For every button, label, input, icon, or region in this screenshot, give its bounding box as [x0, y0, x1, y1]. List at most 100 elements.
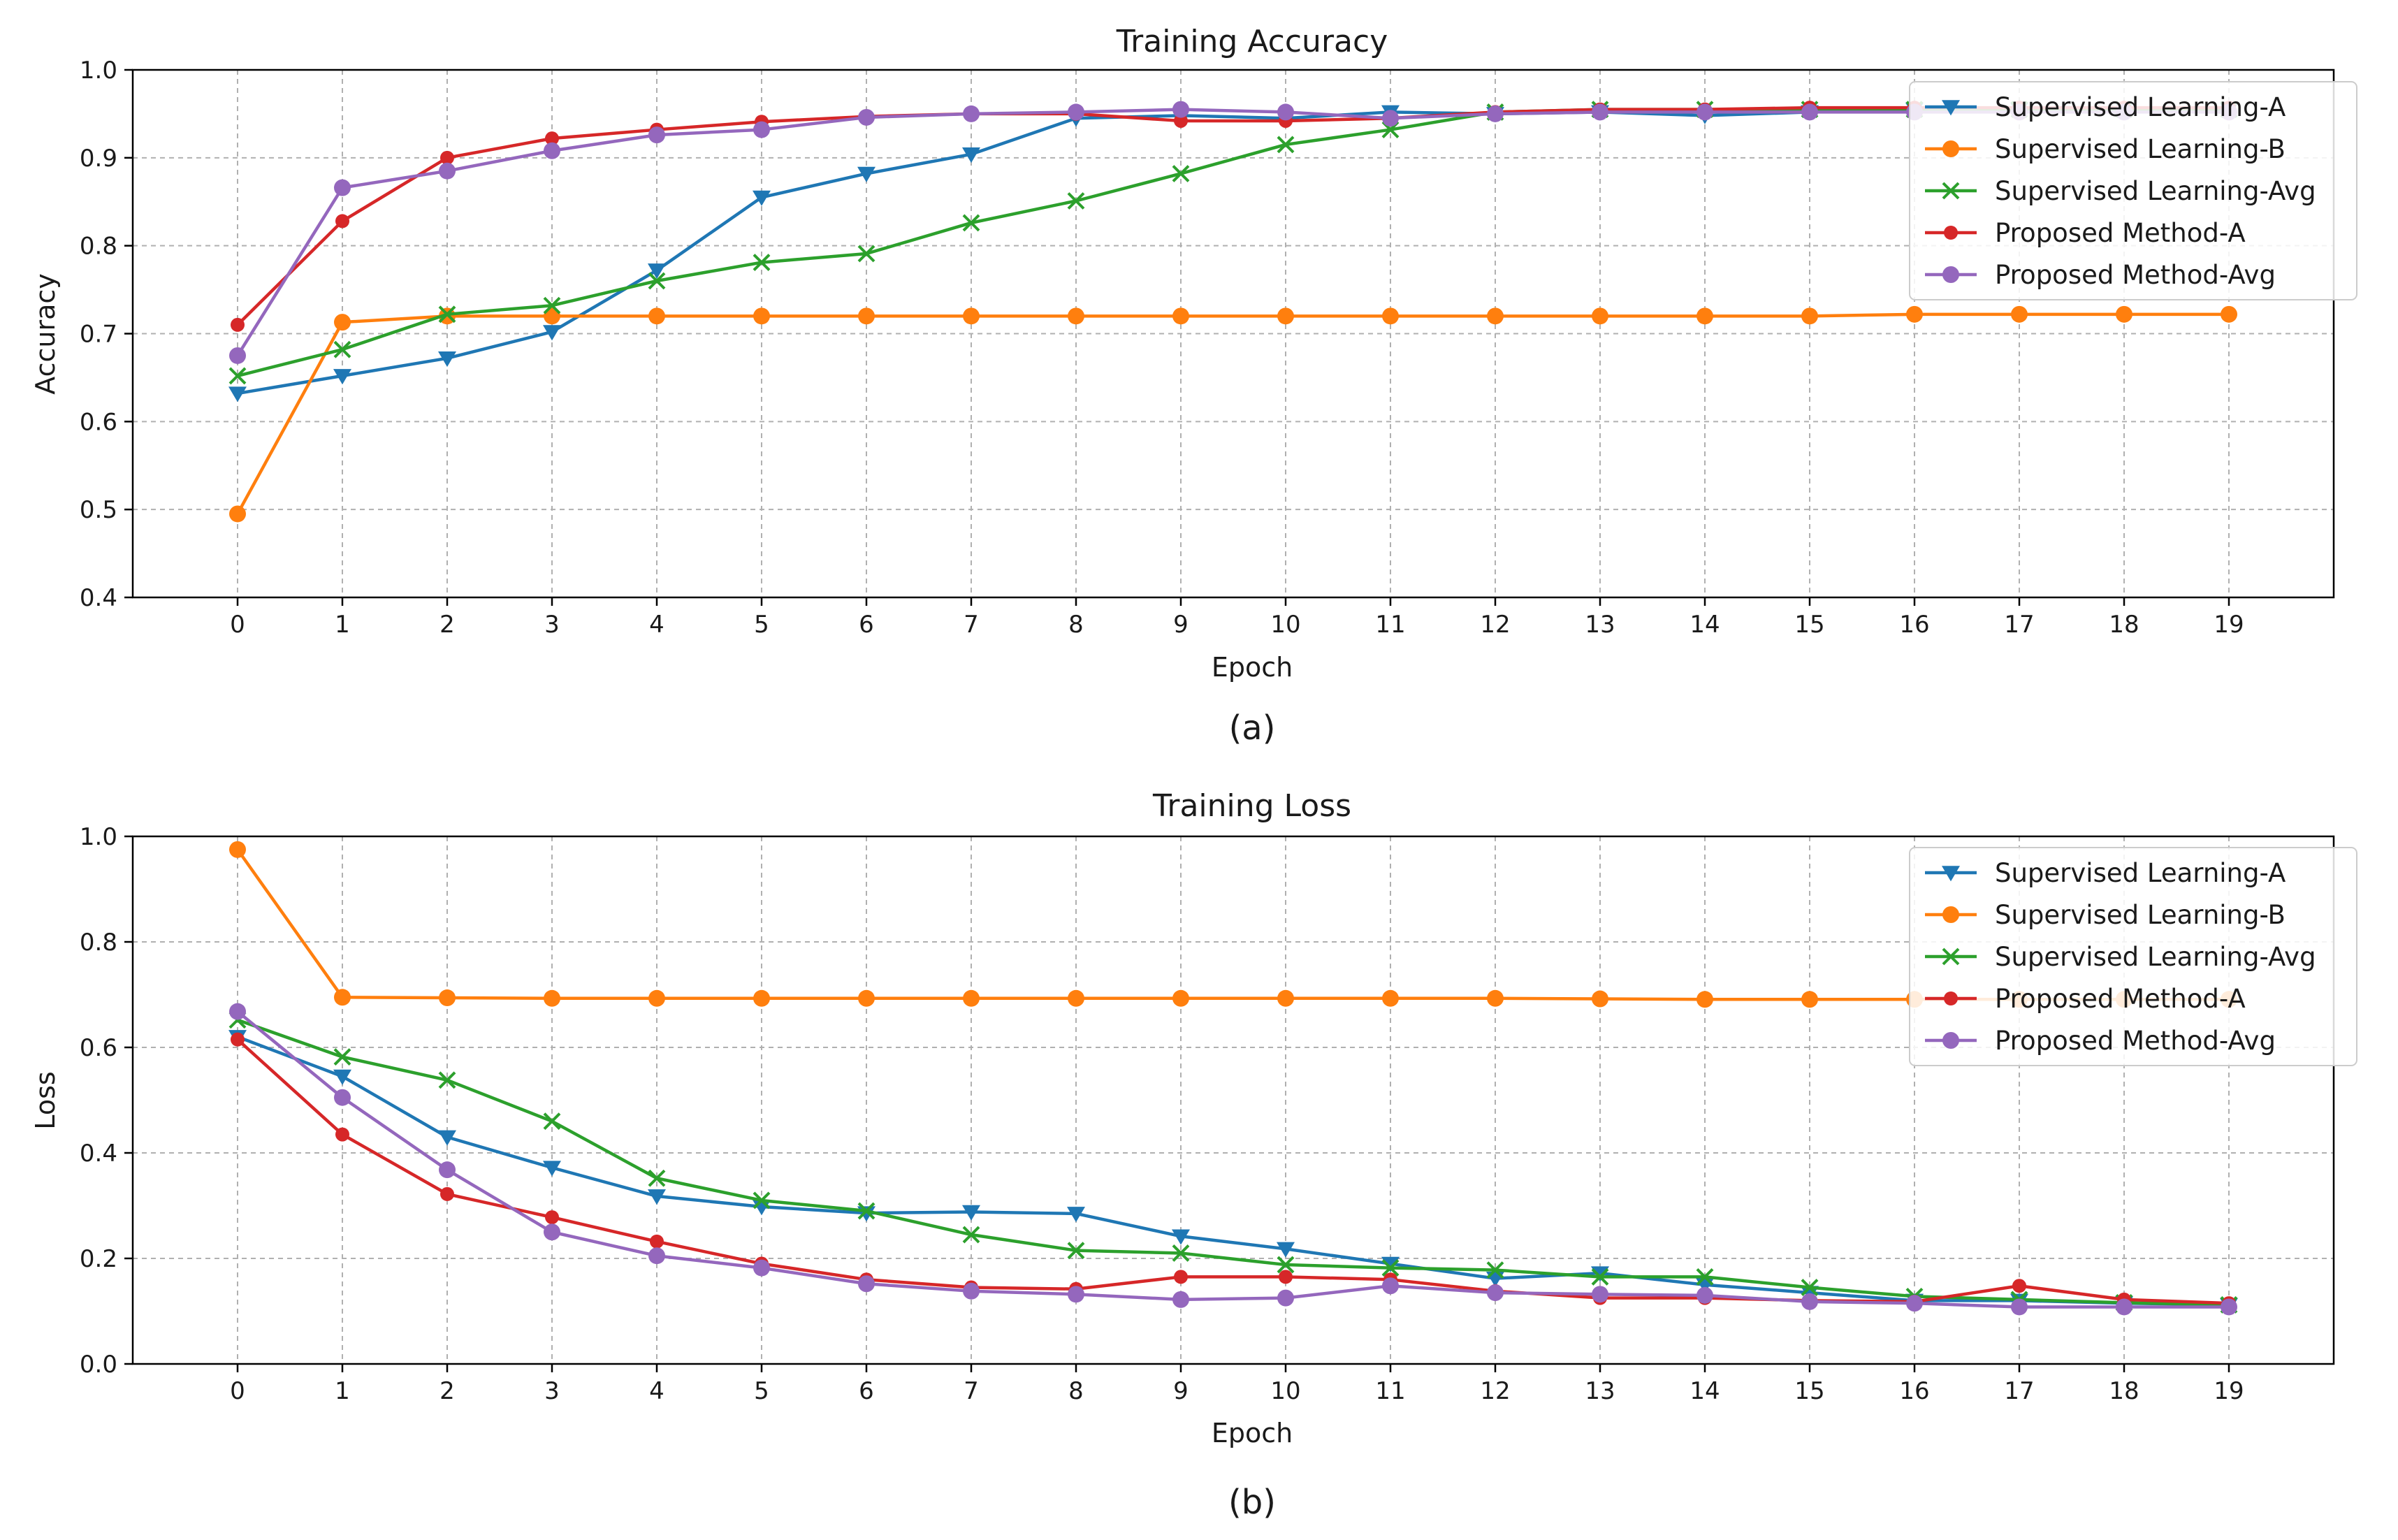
loss-point-proposed-method-a — [440, 1186, 454, 1201]
accuracy-point-proposed-method-avg — [858, 108, 875, 126]
accuracy-x-tick-label: 18 — [2109, 611, 2139, 639]
loss-point-supervised-learning-a — [333, 1069, 351, 1085]
loss-point-supervised-learning-avg — [543, 1112, 561, 1131]
accuracy-point-proposed-method-a — [335, 214, 349, 228]
accuracy-point-supervised-learning-b — [1382, 307, 1399, 325]
accuracy-x-tick-label: 4 — [649, 611, 664, 639]
accuracy-point-supervised-learning-b — [1068, 307, 1084, 325]
loss-x-tick-label: 7 — [964, 1377, 979, 1405]
accuracy-y-tick-label: 0.9 — [80, 145, 117, 173]
accuracy-point-supervised-learning-a — [648, 263, 666, 279]
loss-point-supervised-learning-avg — [1801, 1279, 1819, 1296]
loss-ticks: 0 1 2 3 4 5 6 7 8 9 10 11 12 13 14 15 16 17 18 190.00.20.40… — [80, 823, 2244, 1405]
accuracy-point-supervised-learning-avg — [1277, 136, 1295, 154]
accuracy-point-supervised-learning-b — [1592, 307, 1608, 325]
loss-point-proposed-method-avg — [2221, 1298, 2237, 1316]
accuracy-legend-marker — [1942, 266, 1959, 283]
loss-point-proposed-method-a — [335, 1127, 349, 1142]
accuracy-x-tick-label: 3 — [544, 611, 560, 639]
accuracy-x-tick-label: 7 — [964, 611, 979, 639]
accuracy-point-supervised-learning-avg — [857, 245, 875, 263]
loss-point-proposed-method-avg — [1068, 1286, 1084, 1303]
accuracy-point-supervised-learning-b — [1906, 305, 1923, 323]
loss-series-proposed-method-a — [231, 1032, 2236, 1311]
loss-point-supervised-learning-b — [1068, 989, 1084, 1007]
loss-chart-title: Training Loss — [1152, 788, 1351, 824]
accuracy-point-proposed-method-avg — [1068, 103, 1084, 121]
loss-line-supervised-learning-avg — [237, 1018, 2230, 1307]
loss-point-proposed-method-a — [231, 1032, 245, 1047]
loss-point-proposed-method-a — [545, 1210, 559, 1225]
loss-x-tick-label: 19 — [2214, 1377, 2244, 1405]
accuracy-point-supervised-learning-b — [648, 307, 665, 325]
accuracy-legend-item-proposed-method-a: Proposed Method-A — [1925, 218, 2246, 248]
accuracy-point-supervised-learning-b — [1277, 307, 1294, 325]
loss-y-tick-label: 0.4 — [80, 1140, 117, 1168]
loss-x-tick-label: 13 — [1585, 1377, 1615, 1405]
accuracy-point-supervised-learning-b — [2011, 305, 2028, 323]
loss-point-supervised-learning-b — [1382, 989, 1399, 1007]
loss-point-proposed-method-avg — [2011, 1298, 2028, 1316]
accuracy-point-supervised-learning-avg — [1067, 192, 1085, 210]
loss-series-supervised-learning-a — [228, 1030, 2238, 1314]
loss-point-supervised-learning-avg — [753, 1191, 771, 1210]
loss-series-proposed-method-avg — [229, 1003, 2237, 1316]
loss-point-supervised-learning-avg — [438, 1071, 456, 1089]
loss-point-supervised-learning-b — [1592, 990, 1608, 1008]
loss-y-axis-label: Loss — [30, 1071, 61, 1129]
accuracy-y-tick-label: 0.5 — [80, 496, 117, 524]
accuracy-x-tick-label: 15 — [1794, 611, 1824, 639]
loss-point-proposed-method-avg — [858, 1275, 875, 1293]
loss-point-proposed-method-avg — [1382, 1277, 1399, 1295]
accuracy-legend-marker — [1944, 226, 1958, 240]
loss-point-supervised-learning-a — [962, 1205, 980, 1221]
loss-point-proposed-method-avg — [2116, 1298, 2132, 1316]
accuracy-x-tick-label: 14 — [1690, 611, 1720, 639]
loss-series-supervised-learning-avg — [228, 1011, 2238, 1314]
loss-point-supervised-learning-a — [1172, 1229, 1190, 1245]
accuracy-x-tick-label: 17 — [2004, 611, 2034, 639]
accuracy-legend-label: Supervised Learning-B — [1995, 134, 2286, 164]
accuracy-point-supervised-learning-avg — [753, 254, 771, 271]
accuracy-caption: (a) — [1229, 709, 1276, 748]
accuracy-series — [228, 101, 2238, 523]
loss-y-tick-label: 1.0 — [80, 823, 117, 851]
loss-x-tick-label: 0 — [230, 1377, 245, 1405]
loss-legend-box — [1909, 847, 2357, 1066]
accuracy-point-supervised-learning-a — [857, 166, 875, 182]
accuracy-point-supervised-learning-a — [962, 147, 980, 164]
loss-line-supervised-learning-b — [236, 848, 2229, 1001]
accuracy-point-proposed-method-avg — [1277, 103, 1294, 121]
loss-point-supervised-learning-avg — [1172, 1244, 1190, 1262]
accuracy-legend: Supervised Learning-A Supervised Learning… — [1909, 81, 2357, 300]
accuracy-point-proposed-method-avg — [334, 179, 351, 196]
accuracy-legend-label: Supervised Learning-Avg — [1995, 176, 2316, 206]
loss-point-supervised-learning-b — [1487, 989, 1504, 1007]
loss-point-proposed-method-a — [650, 1234, 664, 1249]
accuracy-point-proposed-method-avg — [753, 121, 770, 138]
accuracy-point-proposed-method-avg — [1801, 103, 1818, 121]
loss-point-supervised-learning-b — [648, 989, 665, 1007]
accuracy-line-proposed-method-avg — [236, 108, 2229, 357]
accuracy-y-axis-label: Accuracy — [30, 273, 61, 395]
loss-point-supervised-learning-a — [438, 1130, 456, 1146]
loss-point-proposed-method-a — [1174, 1270, 1188, 1284]
accuracy-x-axis-label: Epoch — [1212, 652, 1293, 683]
accuracy-point-supervised-learning-b — [1801, 307, 1818, 325]
accuracy-line-supervised-learning-b — [236, 312, 2229, 515]
accuracy-chart-title: Training Accuracy — [1116, 24, 1388, 59]
loss-point-supervised-learning-avg — [1486, 1261, 1504, 1279]
accuracy-point-proposed-method-avg — [1592, 103, 1608, 121]
loss-legend-item-supervised-learning-b: Supervised Learning-B — [1925, 900, 2286, 930]
accuracy-point-proposed-method-avg — [439, 162, 456, 180]
accuracy-point-supervised-learning-avg — [228, 367, 247, 385]
accuracy-x-tick-label: 19 — [2214, 611, 2244, 639]
loss-point-supervised-learning-a — [1277, 1242, 1295, 1258]
loss-legend-marker — [1942, 947, 1960, 966]
loss-point-proposed-method-avg — [334, 1089, 351, 1106]
accuracy-point-supervised-learning-b — [1487, 307, 1504, 325]
loss-point-supervised-learning-a — [1067, 1207, 1085, 1223]
loss-point-supervised-learning-b — [334, 989, 351, 1006]
loss-x-tick-label: 9 — [1173, 1377, 1189, 1405]
